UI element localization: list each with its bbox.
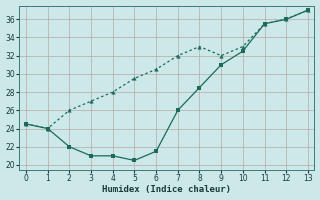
X-axis label: Humidex (Indice chaleur): Humidex (Indice chaleur) — [102, 185, 231, 194]
